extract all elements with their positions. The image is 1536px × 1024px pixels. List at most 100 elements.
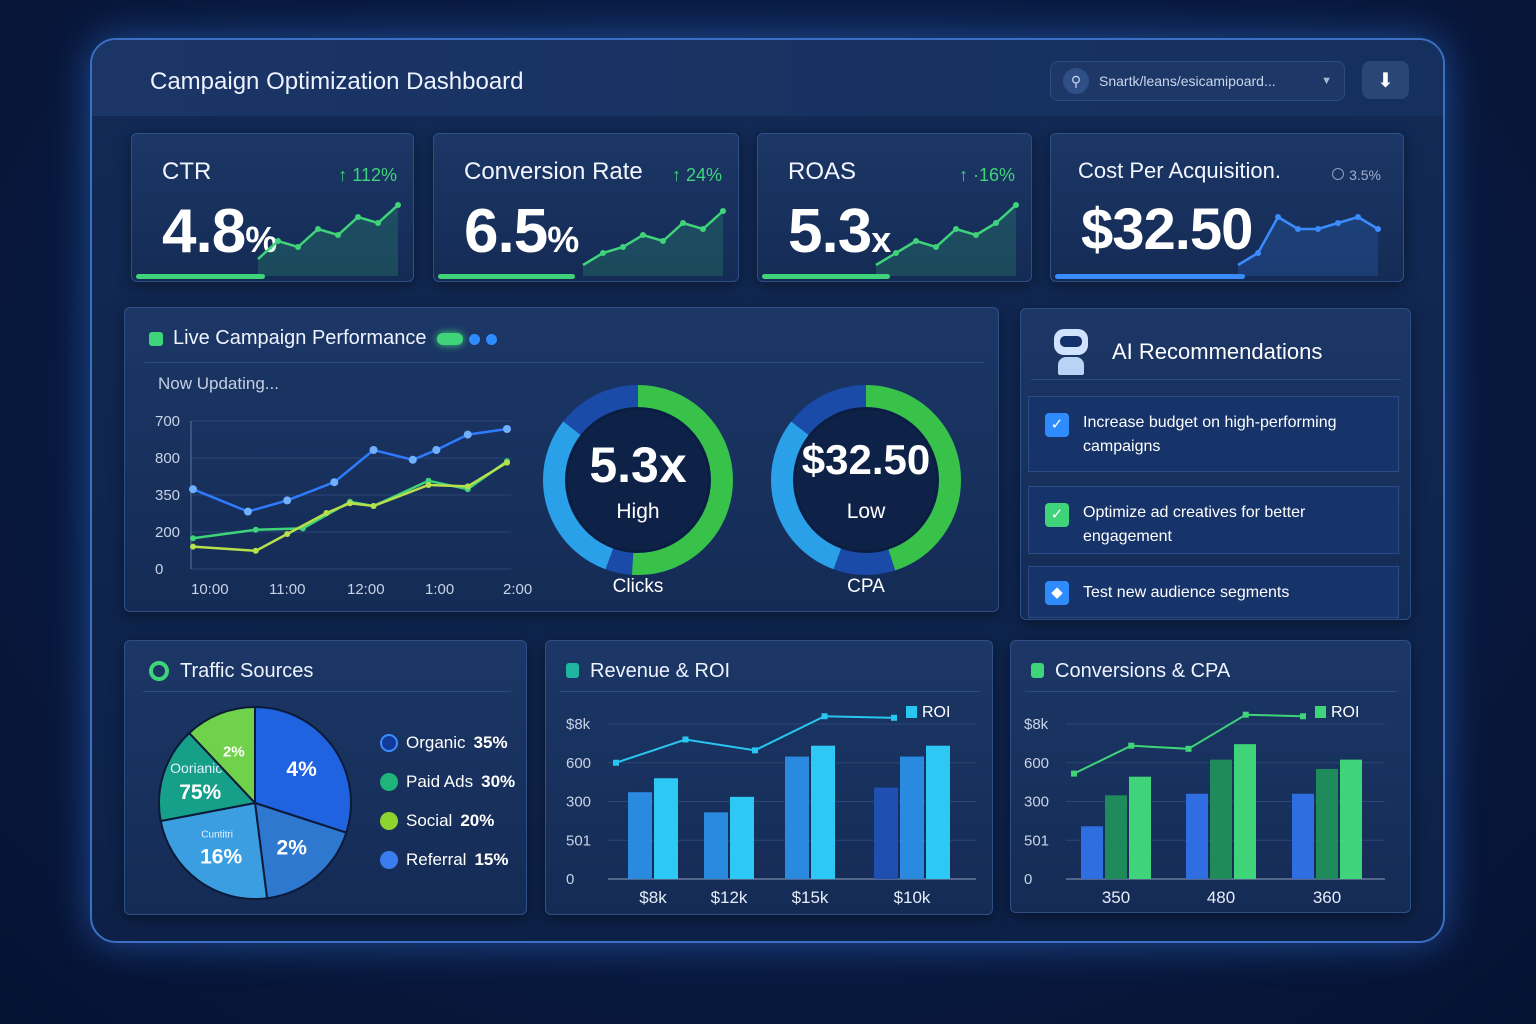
y-tick-label: 0 [155,561,163,578]
bar [1186,793,1208,879]
sparkline-point [993,220,999,226]
roi-line [615,715,895,764]
recommendation-item[interactable]: ✓ Increase budget on high-performing camp… [1028,396,1399,472]
robot-icon [1054,329,1088,375]
sparkline-area [258,205,398,276]
legend-swatch [380,850,398,869]
conversions-bar-chart: $8k 600 300 501 0 350 480 360 ROI [1024,704,1385,907]
recommendation-text: Optimize ad creatives for better engagem… [1083,504,1306,545]
kpi-delta: ↑ 24% [672,165,722,186]
bar [1316,768,1338,879]
slice-label: 16% [200,846,242,869]
data-point [252,526,259,533]
panel-title: Traffic Sources [180,660,314,682]
recommendation-item[interactable]: ✓ Optimize ad creatives for better engage… [1028,486,1399,554]
gauge-label: CPA [847,576,885,597]
y-tick-label: $8k [1024,716,1049,733]
sparkline-point [295,244,301,250]
sparkline-chart [257,202,401,276]
sparkline-point [335,232,341,238]
sparkline-point [1275,214,1281,220]
y-tick-label: 700 [155,413,180,430]
y-tick-label: 600 [566,755,591,772]
gauge-value: 5.3x [589,437,687,493]
x-tick-label: 11:00 [269,581,305,598]
y-tick-label: 600 [1024,755,1049,772]
sparkline-point [1013,202,1019,208]
status-text: Now Updating... [158,374,279,393]
roi-point [1185,745,1192,752]
download-button[interactable]: ⬇ [1362,61,1409,99]
kpi-progress-bar [1055,274,1246,279]
data-point [503,425,511,433]
revenue-roi-panel: Revenue & ROI $8k 600 300 501 0 $8k $12k $15k $1… [545,640,993,915]
kpi-delta: ↑ ·16% [959,165,1015,186]
kpi-delta: ↑ 112% [338,165,397,186]
pie-slice [187,705,256,806]
legend-item: Referral 15% [380,840,515,879]
kpi-unit: % [245,219,277,260]
legend-swatch [1315,706,1326,718]
recommendation-item[interactable]: ◆ Test new audience segments [1028,566,1399,618]
sparkline-point [395,202,401,208]
x-tick-label: 480 [1207,888,1235,907]
x-tick-label: $8k [639,888,667,907]
gauge: $32.50 Low CPA [764,378,968,608]
sparkline-point [620,244,626,250]
data-point [323,510,330,516]
x-tick-label: $10k [894,888,931,907]
x-tick-label: $15k [792,888,829,907]
sparkline-area [876,205,1016,276]
kpi-delta-value: 3.5% [1349,167,1381,183]
sparkline-chart [582,208,726,276]
kpi-unit: x [871,219,891,260]
kpi-card: Conversion Rate ↑ 24% 6.5% [433,133,739,282]
x-tick-label: 360 [1313,888,1341,907]
sparkline-point [1355,214,1361,220]
traffic-pie-chart: 4% 2% Cuntitri 16% Oorianic 75% 2% [158,705,352,900]
arrow-up-icon: ↑ [671,165,681,185]
gauge-fill [543,385,733,575]
revenue-icon [566,663,579,678]
traffic-icon [149,661,169,681]
kpi-label: Cost Per Acquisition. [1078,158,1281,183]
data-point [425,477,432,484]
sparkline-line [1237,215,1379,267]
slice-label: 2% [223,743,245,760]
diamond-icon[interactable]: ◆ [1045,581,1069,605]
search-input[interactable] [1099,73,1312,89]
legend-name: Social [406,810,453,830]
legend-pct: 35% [473,732,508,752]
y-tick-label: 200 [155,524,180,541]
check-icon[interactable]: ✓ [1045,413,1069,437]
roi-point [891,714,897,721]
sparkline-point [700,226,706,232]
search-bar[interactable]: ⚲ ▼ [1050,61,1345,101]
bar [1129,776,1151,879]
kpi-value: 5.3x [788,196,891,267]
kpi-number: 4.8 [162,197,246,266]
panel-title: Live Campaign Performance [173,327,427,349]
bar [785,756,809,879]
check-icon[interactable]: ✓ [1045,503,1069,527]
live-indicator-icon [437,333,497,345]
recommendation-text: Increase budget on high-performing campa… [1083,414,1337,455]
sparkline-point [1335,220,1341,226]
chevron-down-icon[interactable]: ▼ [1321,75,1332,87]
roi-point [1128,742,1135,749]
data-point [190,535,196,542]
kpi-card: CTR ↑ 112% 4.8% [131,133,414,282]
kpi-label: Conversion Rate [464,158,643,185]
legend-swatch [380,811,398,830]
kpi-delta-value: 24% [685,165,722,185]
data-point [504,459,510,466]
legend-pct: 30% [481,771,516,791]
sparkline-point [1295,226,1301,232]
x-tick-label: 10:00 [191,581,229,598]
arrow-up-icon: ↑ [958,165,968,185]
roi-point [821,713,828,720]
kpi-unit: % [547,219,579,260]
slice-sublabel: Cuntitri [201,830,233,841]
legend-swatch [380,733,398,752]
slice-label: 2% [277,836,308,859]
